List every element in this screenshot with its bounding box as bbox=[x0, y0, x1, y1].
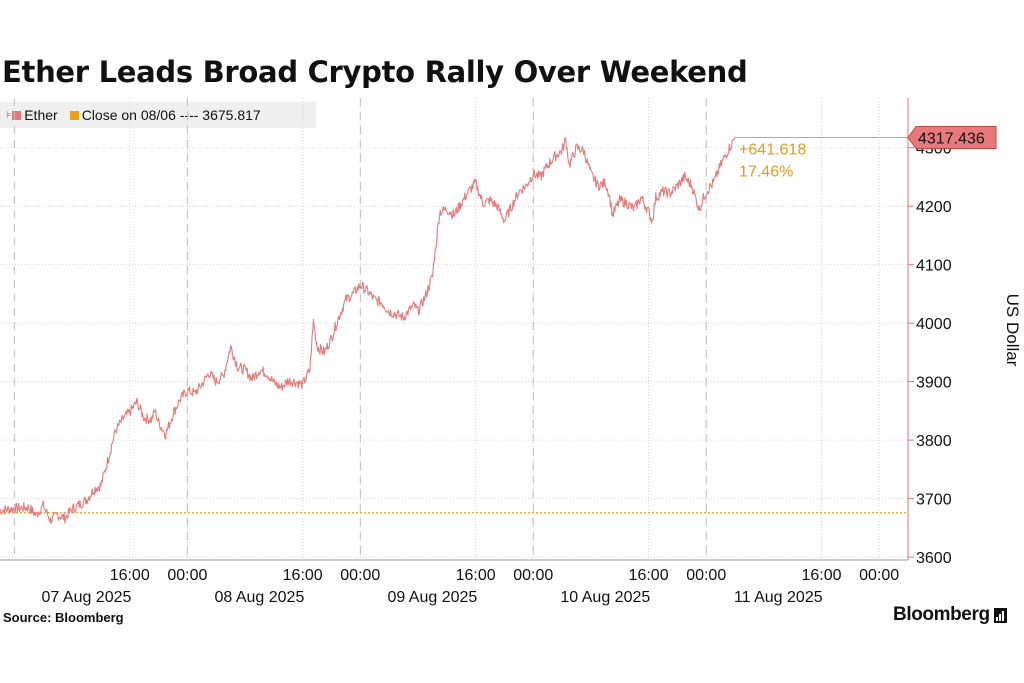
x-date-label: 11 Aug 2025 bbox=[734, 589, 823, 606]
y-tick-label: 3800 bbox=[916, 433, 952, 450]
y-axis-label: US Dollar bbox=[1003, 293, 1022, 367]
y-tick-label: 3700 bbox=[916, 492, 952, 509]
x-date-label: 07 Aug 2025 bbox=[42, 589, 132, 606]
x-tick-label: 16:00 bbox=[802, 567, 842, 584]
source-note: Source: Bloomberg bbox=[3, 610, 124, 625]
x-date-label: 08 Aug 2025 bbox=[214, 589, 304, 606]
brand-name: Bloomberg bbox=[893, 604, 990, 625]
legend-swatch-close bbox=[69, 110, 79, 120]
y-tick-label: 3600 bbox=[916, 550, 952, 567]
x-tick-label: 16:00 bbox=[283, 567, 323, 584]
legend: ⊧ Ether Close on 08/06 ---- 3675.817 bbox=[0, 102, 316, 128]
y-tick-label: 3900 bbox=[916, 375, 952, 392]
change-pct-label: 17.46% bbox=[739, 164, 793, 181]
last-value-label: 4317.436 bbox=[918, 131, 985, 148]
x-tick-label: 00:00 bbox=[340, 567, 380, 584]
legend-swatch-ether bbox=[12, 110, 22, 120]
chart-title: Ether Leads Broad Crypto Rally Over Week… bbox=[2, 55, 748, 89]
x-tick-label: 00:00 bbox=[859, 567, 899, 584]
y-tick-label: 4200 bbox=[916, 199, 952, 216]
legend-label-close: Close on 08/06 ---- 3675.817 bbox=[81, 107, 261, 123]
change-abs-label: +641.618 bbox=[739, 142, 806, 159]
legend-item-ether: ⊧ Ether bbox=[6, 107, 58, 123]
x-date-label: 10 Aug 2025 bbox=[560, 589, 650, 606]
pin-icon: ⊧ bbox=[6, 109, 12, 121]
legend-item-close: Close on 08/06 ---- 3675.817 bbox=[69, 107, 261, 123]
x-tick-label: 00:00 bbox=[513, 567, 553, 584]
x-tick-label: 16:00 bbox=[110, 567, 150, 584]
bloomberg-icon bbox=[993, 607, 1007, 623]
series-line-ether bbox=[0, 137, 736, 525]
y-tick-label: 4000 bbox=[916, 316, 952, 333]
brand-logo: Bloomberg bbox=[893, 604, 1007, 626]
legend-label-ether: Ether bbox=[24, 107, 58, 123]
x-tick-label: 16:00 bbox=[629, 567, 669, 584]
x-tick-label: 16:00 bbox=[456, 567, 496, 584]
last-value-tag bbox=[907, 126, 997, 150]
x-date-label: 09 Aug 2025 bbox=[387, 589, 477, 606]
x-tick-label: 00:00 bbox=[167, 567, 207, 584]
y-tick-label: 4100 bbox=[916, 258, 952, 275]
x-tick-label: 00:00 bbox=[686, 567, 726, 584]
